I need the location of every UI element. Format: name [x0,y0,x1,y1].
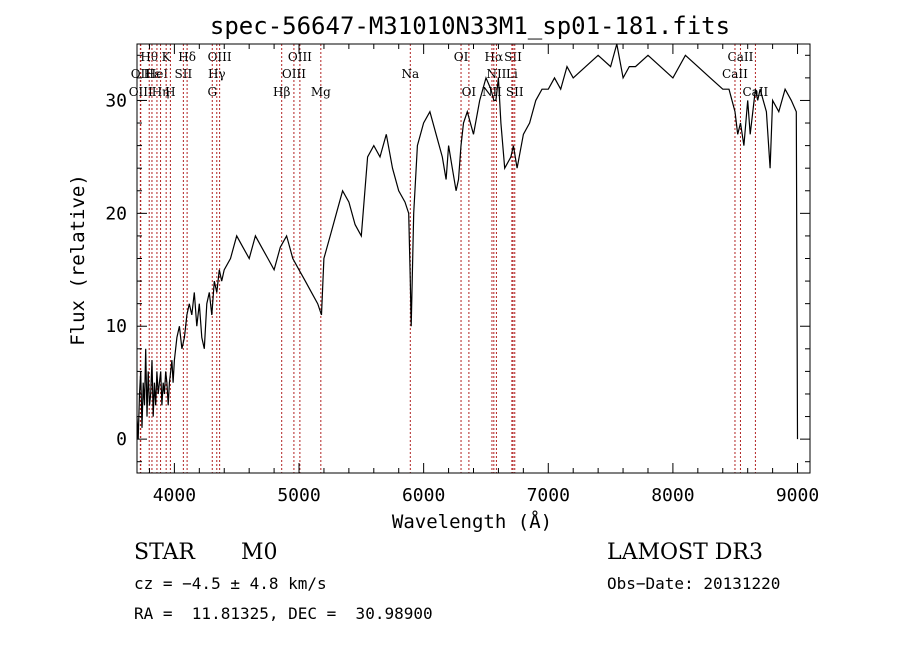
marker-label-4: HeI [146,67,169,81]
y-axis: 0 10 20 30 [105,54,810,463]
marker-label-21: SII [504,50,522,64]
marker-label-5: K [162,50,172,64]
marker-label-14: OIII [288,50,312,64]
y-tick-label-30: 30 [105,90,127,111]
observation-date: Obs−Date: 20131220 [607,574,781,593]
coordinates: RA = 11.81325, DEC = 30.98900 [134,604,433,623]
marker-label-8: SII [175,67,193,81]
marker-label-17: Na [401,67,419,81]
marker-label-11: Hγ [208,67,226,81]
marker-label-20: Hα [485,50,504,64]
x-tick-label-9000: 9000 [776,485,819,506]
object-class: STAR [134,540,195,565]
marker-label-2: OIII [129,85,153,99]
x-tick-label-5000: 5000 [277,485,320,506]
marker-label-22: NII [486,67,506,81]
object-subclass: M0 [241,540,278,565]
x-axis-label: Wavelength (Å) [392,510,552,533]
marker-label-0: Hθ [140,50,158,64]
x-tick-label-8000: 8000 [651,485,694,506]
marker-label-18: OI [454,50,469,64]
y-tick-label-10: 10 [105,316,127,337]
survey-name: LAMOST DR3 [607,540,763,565]
marker-label-27: CaII [722,67,748,81]
marker-label-13: Hβ [273,85,290,99]
marker-label-25: SII [506,85,524,99]
marker-label-26: CaII [728,50,754,64]
chart-title: spec-56647-M31010N33M1_sp01-181.fits [210,12,730,40]
plot-frame [136,43,811,474]
x-tick-label-7000: 7000 [527,485,570,506]
y-tick-label-20: 20 [105,203,127,224]
marker-label-15: OIII [282,67,306,81]
x-axis: 4000 5000 6000 7000 8000 9000 [148,44,819,506]
marker-label-12: G [207,85,217,99]
redshift-cz: cz = −4.5 ± 4.8 km/s [134,574,327,593]
y-tick-label-0: 0 [116,429,127,450]
spectrum-line [136,43,799,440]
marker-label-7: H [165,85,175,99]
marker-label-6: Hη [152,85,170,99]
marker-label-19: OI [462,85,477,99]
x-tick-label-4000: 4000 [153,485,196,506]
y-axis-label: Flux (relative) [67,174,89,346]
marker-label-23: Li [506,67,518,81]
marker-label-16: Mg [311,85,331,99]
x-tick-label-6000: 6000 [402,485,445,506]
marker-label-3: Hε [144,67,161,81]
marker-label-9: Hδ [178,50,196,64]
marker-label-10: OIII [208,50,232,64]
